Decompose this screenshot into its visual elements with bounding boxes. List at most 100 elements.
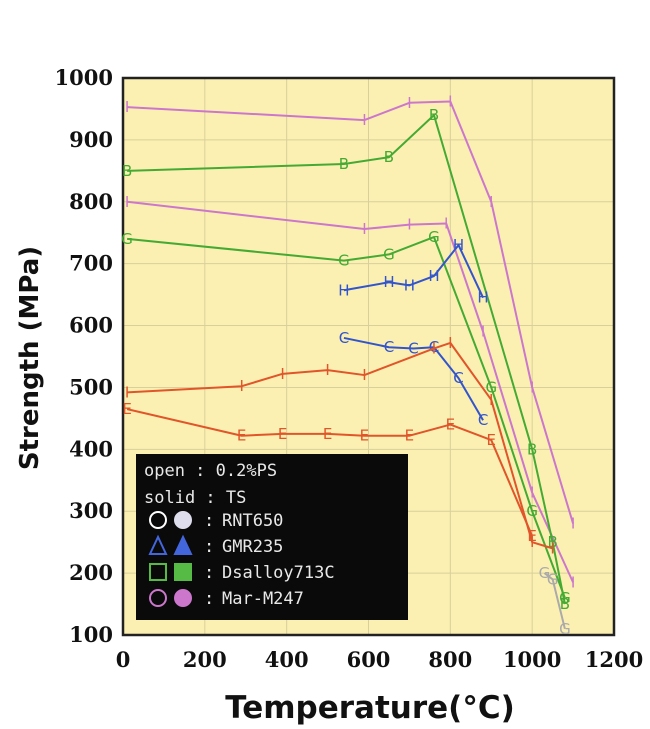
- data-point-marker: E: [360, 427, 369, 445]
- legend-entry: : RNT650: [149, 511, 283, 531]
- legend-entry-label: Mar-M247: [222, 589, 304, 609]
- data-point-marker: C: [339, 329, 349, 347]
- data-point-marker: I: [325, 361, 329, 379]
- legend-open-marker: [149, 589, 167, 607]
- data-point-marker: B: [527, 440, 537, 458]
- data-point-marker: G: [383, 245, 395, 263]
- data-point-marker: I: [448, 93, 452, 111]
- legend-open-marker: [148, 534, 168, 555]
- data-point-marker: I: [125, 193, 129, 211]
- series-line: [543, 572, 566, 630]
- x-tick-label: 200: [183, 647, 227, 672]
- series-line: [126, 200, 574, 583]
- data-point-marker: C: [453, 369, 463, 387]
- data-point-marker: I: [448, 334, 452, 352]
- data-point-marker: B: [122, 162, 132, 180]
- data-point-marker: G: [121, 230, 133, 248]
- data-point-marker: I: [481, 323, 485, 341]
- data-point-marker: E: [323, 425, 332, 443]
- data-point-marker: I: [550, 539, 554, 557]
- legend-colon: :: [204, 511, 214, 531]
- x-axis-title: Temperature(°C): [225, 690, 515, 726]
- data-point-marker: B: [339, 155, 349, 173]
- data-point-marker: E: [237, 427, 246, 445]
- legend-colon: :: [204, 537, 214, 557]
- legend-colon: :: [204, 589, 214, 609]
- data-point-marker: C: [384, 338, 394, 356]
- series-7: E E E E E E E E E: [122, 400, 537, 545]
- y-tick-label: 1000: [55, 65, 113, 90]
- data-point-marker: H: [428, 267, 439, 285]
- data-point-marker: H: [453, 236, 464, 254]
- data-point-marker: C: [478, 411, 488, 429]
- legend-solid-marker: [174, 563, 192, 581]
- data-point-marker: E: [487, 431, 496, 449]
- series-line: [126, 408, 534, 537]
- legend-solid-marker: [173, 534, 193, 555]
- data-point-marker: I: [489, 391, 493, 409]
- series-line: [343, 336, 484, 421]
- y-tick-label: 100: [69, 622, 113, 647]
- data-point-marker: H: [383, 273, 394, 291]
- data-point-marker: I: [362, 366, 366, 384]
- series-5: CC C CCC: [339, 329, 489, 429]
- legend-line-2: solid : TS: [144, 488, 246, 508]
- data-point-marker: I: [432, 339, 436, 357]
- y-tick-label: 600: [69, 313, 113, 338]
- data-point-marker: I: [571, 515, 575, 533]
- data-point-marker: G: [547, 570, 559, 588]
- legend-entry-label: RNT650: [222, 511, 283, 531]
- x-tick-labels: 0 200 400 600 800 1000 1200: [116, 647, 644, 672]
- data-point-marker: C: [408, 339, 418, 357]
- data-point-marker: G: [539, 564, 551, 582]
- data-point-marker: G: [559, 589, 571, 607]
- data-point-marker: E: [122, 400, 131, 418]
- legend: open : 0.2%PS solid : TS : RNT650: GMR235:…: [136, 454, 408, 620]
- data-point-marker: I: [239, 377, 243, 395]
- legend-solid-marker: [174, 511, 192, 529]
- legend-entries: : RNT650: GMR235: Dsalloy713C: Mar-M247: [148, 511, 335, 609]
- series-line: [127, 114, 566, 605]
- legend-entry: : Dsalloy713C: [149, 563, 335, 583]
- x-tick-label: 600: [347, 647, 391, 672]
- y-tick-label: 500: [69, 374, 113, 399]
- data-point-marker: I: [489, 193, 493, 211]
- data-point-marker: E: [446, 416, 455, 434]
- y-tick-label: 900: [69, 127, 113, 152]
- legend-solid-marker: [174, 589, 192, 607]
- data-point-marker: I: [125, 98, 129, 116]
- legend-open-marker: [149, 511, 167, 529]
- x-tick-label: 0: [116, 647, 131, 672]
- data-point-marker: B: [429, 106, 439, 124]
- series-6: I II I II III I: [125, 334, 555, 557]
- data-point-marker: G: [559, 620, 571, 638]
- y-tick-label: 300: [69, 498, 113, 523]
- legend-open-marker: [149, 563, 167, 581]
- data-point-marker: I: [407, 94, 411, 112]
- data-point-marker: G: [485, 378, 497, 396]
- legend-line-1: open : 0.2%PS: [144, 461, 277, 481]
- data-point-marker: C: [429, 338, 439, 356]
- y-tick-label: 800: [69, 189, 113, 214]
- data-point-marker: I: [407, 216, 411, 234]
- data-point-marker: I: [362, 220, 366, 238]
- data-point-marker: E: [405, 427, 414, 445]
- x-tick-label: 1200: [585, 647, 643, 672]
- legend-colon: :: [204, 563, 214, 583]
- x-tick-label: 1000: [503, 647, 561, 672]
- data-point-marker: I: [571, 573, 575, 591]
- plot-frame: [121, 76, 616, 637]
- series-8: GGG: [539, 564, 571, 638]
- x-tick-label: 800: [428, 647, 472, 672]
- data-point-marker: B: [547, 533, 557, 551]
- data-point-marker: E: [278, 425, 287, 443]
- x-tick-label: 400: [265, 647, 309, 672]
- data-point-marker: G: [428, 228, 440, 246]
- data-point-marker: H: [477, 289, 488, 307]
- data-point-marker: I: [280, 365, 284, 383]
- data-point-marker: I: [444, 214, 448, 232]
